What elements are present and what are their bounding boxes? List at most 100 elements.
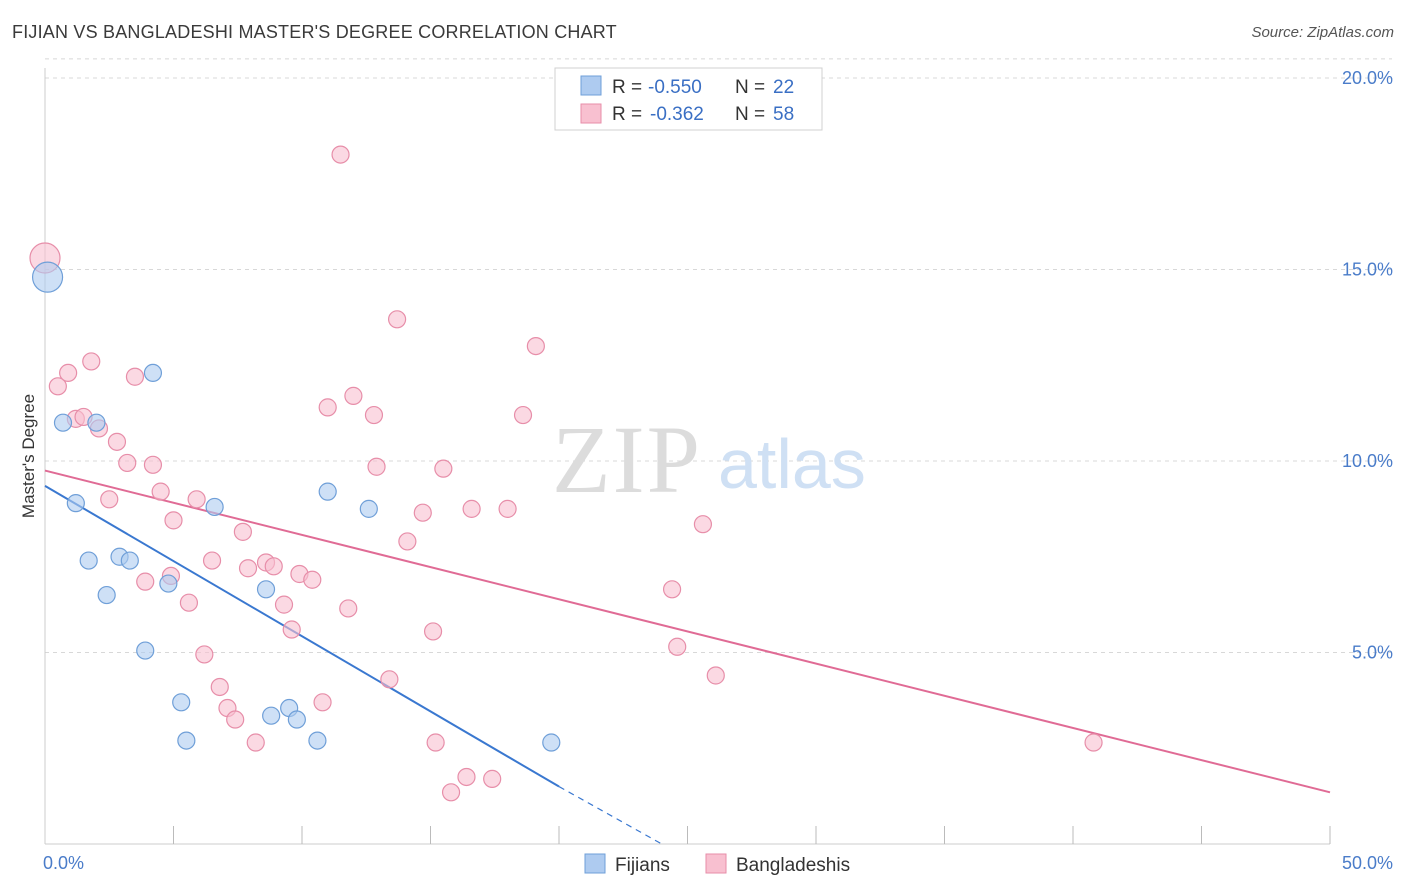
bangladeshi-point: [513, 405, 533, 425]
legend-r-label-fijians: R =: [612, 77, 642, 98]
fijian-point: [97, 585, 116, 605]
y-tick-label: 5.0%: [1352, 643, 1393, 663]
trend-line-bangladeshis: [44, 469, 1331, 794]
bangladeshi-point: [226, 710, 245, 729]
data-points: [29, 145, 1103, 802]
x-tick-label-max: 50.0%: [1342, 853, 1393, 873]
fijian-point: [79, 551, 98, 570]
fijian-point: [120, 551, 139, 570]
fijian-point: [318, 482, 337, 501]
fijian-point: [177, 731, 196, 750]
bangladeshi-point: [367, 457, 386, 476]
series-legend-swatch-fijians: [584, 853, 606, 874]
bangladeshi-point: [380, 670, 399, 689]
bangladeshi-point: [313, 693, 332, 712]
chart-title: FIJIAN VS BANGLADESHI MASTER'S DEGREE CO…: [12, 22, 617, 42]
x-tick-labels: 0.0% 50.0%: [43, 853, 1393, 873]
bangladeshi-point: [233, 522, 252, 541]
bangladeshi-point: [318, 398, 337, 417]
legend-n-value-bangladeshis: 58: [773, 104, 794, 125]
legend-swatch-bangladeshis: [580, 103, 602, 124]
bangladeshi-point: [48, 377, 67, 396]
bangladeshi-point: [457, 767, 476, 787]
bangladeshi-point: [462, 499, 481, 518]
y-tick-label: 10.0%: [1342, 451, 1393, 471]
bangladeshi-point: [118, 453, 137, 473]
watermark: ZIP atlas: [552, 406, 866, 513]
bangladeshi-point: [210, 677, 229, 697]
fijian-point: [287, 710, 306, 729]
y-tick-labels: 5.0% 10.0% 15.0% 20.0%: [1342, 68, 1393, 663]
bangladeshi-point: [238, 559, 258, 578]
bangladeshi-point: [693, 515, 713, 534]
legend-r-label-bangladeshis: R =: [612, 104, 642, 125]
bangladeshi-point: [1084, 733, 1103, 752]
legend-n-label-bangladeshis: N =: [735, 104, 765, 125]
bangladeshi-point: [164, 511, 183, 530]
fijian-point: [205, 497, 224, 517]
legend-n-value-fijians: 22: [773, 77, 794, 98]
trend-line-fijians: [44, 485, 560, 788]
bangladeshi-point: [426, 733, 445, 752]
bangladeshi-point: [498, 499, 517, 518]
fijian-point: [66, 494, 85, 513]
fijian-point: [542, 733, 561, 752]
bangladeshi-point: [125, 367, 145, 386]
bangladeshi-point: [344, 386, 363, 405]
fijian-point: [31, 261, 64, 293]
fijian-point: [143, 363, 163, 383]
fijian-point: [172, 693, 191, 712]
bangladeshi-point: [151, 482, 170, 501]
fijian-point: [359, 499, 378, 518]
bangladeshi-point: [398, 532, 417, 551]
axes: [44, 68, 1331, 845]
y-tick-label: 20.0%: [1342, 68, 1393, 88]
series-legend-swatch-bangladeshis: [705, 853, 727, 874]
bangladeshi-point: [264, 557, 283, 576]
legend-r-value-fijians: -0.550: [648, 77, 702, 98]
series-legend-label-bangladeshis: Bangladeshis: [736, 855, 850, 876]
y-tick-label: 15.0%: [1342, 260, 1393, 280]
watermark-atlas: atlas: [718, 425, 866, 503]
bangladeshi-point: [59, 363, 78, 383]
source-credit: Source: ZipAtlas.com: [1251, 24, 1394, 41]
bangladeshi-point: [136, 572, 155, 591]
bangladeshi-point: [195, 645, 214, 664]
bangladeshi-point: [413, 503, 432, 522]
fijian-point: [136, 641, 155, 660]
x-tick-label-min: 0.0%: [43, 853, 84, 873]
bangladeshi-point: [282, 620, 301, 639]
series-legend-label-fijians: Fijians: [615, 855, 670, 876]
bangladeshi-point: [339, 599, 358, 618]
bangladeshi-point: [706, 666, 725, 685]
bangladeshi-point: [387, 310, 407, 329]
fijian-point: [159, 574, 178, 593]
bangladeshi-point: [441, 783, 461, 802]
legend-r-value-bangladeshis: -0.362: [650, 104, 704, 125]
bangladeshi-point: [662, 580, 682, 599]
bangladeshi-point: [274, 595, 294, 614]
bangladeshi-point: [483, 769, 502, 788]
watermark-zip: ZIP: [552, 406, 702, 513]
legend-swatch-fijians: [580, 75, 602, 96]
bangladeshi-point: [202, 551, 222, 570]
bangladeshi-point: [100, 490, 119, 509]
bangladeshi-point: [303, 570, 322, 589]
stats-legend: R = -0.550 N = 22 R = -0.362 N = 58: [554, 67, 823, 131]
bangladeshi-point: [107, 432, 127, 451]
fijian-point: [262, 706, 281, 725]
series-legend: Fijians Bangladeshis: [584, 853, 850, 876]
bangladeshi-point: [364, 405, 384, 425]
y-axis-title: Master's Degree: [19, 394, 38, 518]
bangladeshi-point: [331, 145, 350, 164]
bangladeshi-point: [526, 337, 545, 356]
bangladeshi-point: [246, 733, 265, 752]
trend-line-fijians-extension: [558, 786, 663, 845]
legend-n-label-fijians: N =: [735, 77, 765, 98]
bangladeshi-point: [187, 490, 206, 509]
trend-lines: [44, 469, 1331, 845]
fijian-point: [53, 413, 73, 432]
bangladeshi-point: [143, 455, 163, 474]
fijian-point: [308, 731, 327, 750]
